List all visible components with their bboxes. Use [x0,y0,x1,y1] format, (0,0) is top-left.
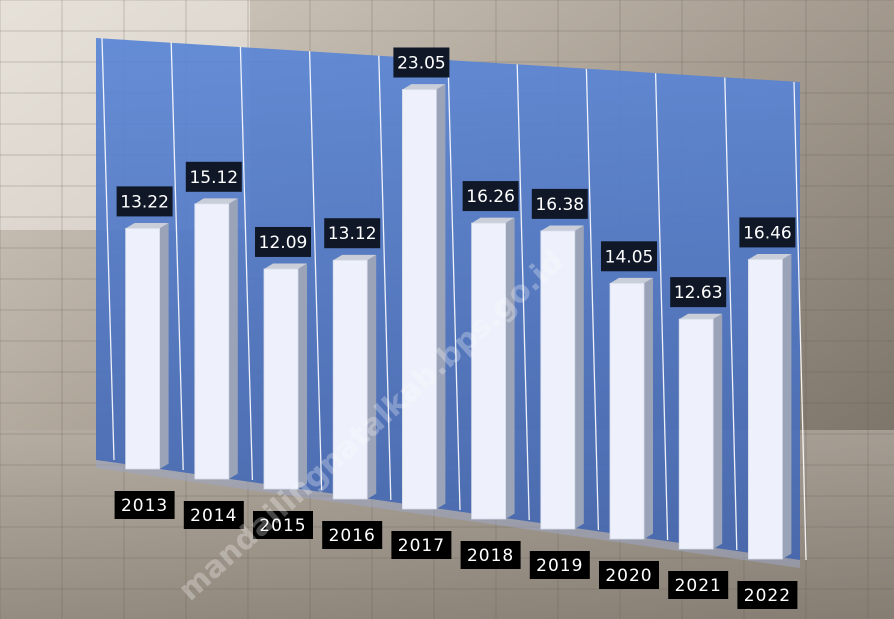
bar-top [333,254,377,261]
divider-line [724,77,738,551]
bar-top [402,84,446,90]
value-label-box [670,277,727,308]
year-label-box [668,571,729,599]
bar [540,230,576,530]
year-label: 2013 [121,496,168,516]
divider-line [378,55,392,501]
divider-line [101,37,115,461]
bar-side [298,263,307,489]
bar-side [436,84,446,509]
divider-line [516,64,530,521]
year-label-box [391,531,452,559]
value-label: 23.05 [397,53,446,73]
bar [748,259,783,560]
bar-side [782,254,792,559]
bar [609,282,645,540]
year-label: 2018 [467,546,514,566]
bar-side [574,225,584,529]
year-label-box [322,521,383,549]
bar-top [125,222,169,229]
bar-top [471,217,515,224]
year-label: 2019 [536,556,583,576]
year-label: 2021 [675,576,722,596]
year-label: 2022 [744,586,791,606]
year-label-box [529,551,590,579]
bar [471,222,507,520]
bar [678,318,714,550]
year-label: 2017 [398,536,445,556]
bar [332,259,368,500]
value-label: 13.22 [120,192,169,212]
value-label-box [255,226,311,257]
year-label-box [253,511,313,539]
bar-side [159,222,169,469]
bar-top [264,263,307,269]
value-label-box [324,218,381,249]
category-dividers [101,37,807,561]
divider-line [447,59,461,511]
value-label-box [531,188,588,219]
bar [194,203,230,480]
value-label: 12.63 [674,283,723,303]
year-label-box [183,501,244,529]
bar-top [194,198,238,204]
value-label-box [116,186,173,217]
year-label: 2016 [329,526,376,546]
year-label-box [460,541,521,569]
value-label: 16.38 [535,195,584,215]
bar-top [610,277,653,284]
year-label-box [599,561,659,589]
value-label-box [185,161,242,192]
value-label: 13.12 [328,224,377,244]
bar-side [367,254,377,499]
year-label: 2015 [259,516,306,536]
divider-line [585,68,600,531]
divider-line [793,81,807,561]
year-label: 2014 [190,506,237,526]
bar [401,89,437,510]
year-label: 2020 [605,566,652,586]
value-label: 14.05 [605,247,654,267]
value-label: 12.09 [259,233,308,253]
value-label: 16.26 [466,187,515,207]
value-label: 16.46 [743,223,792,243]
bar-top [748,254,792,260]
bar-top [679,313,723,320]
divider-line [239,46,254,481]
bar-side [228,198,238,479]
year-label-box [737,581,798,609]
bars-layer [125,84,792,560]
year-labels-layer: 2013 2014 2015 2016 2017 2018 2019 2020 2021 2022 [114,491,798,609]
divider-line [308,51,323,491]
value-label-box [393,47,450,78]
bar-top [540,225,584,231]
bar-side [713,313,723,549]
divider-line [170,42,184,471]
value-label-box [601,241,657,272]
value-labels-layer: 13.22 15.12 12.09 13.12 23.05 16.26 16.38 14.05… [116,47,796,308]
bar-side [505,217,515,519]
divider-line [654,73,669,541]
bar [125,227,160,470]
bar [263,268,299,490]
year-label-box [114,491,175,519]
value-label-box [462,181,519,212]
value-label: 15.12 [189,168,238,188]
bar-side [644,277,653,539]
value-label-box [739,217,796,248]
